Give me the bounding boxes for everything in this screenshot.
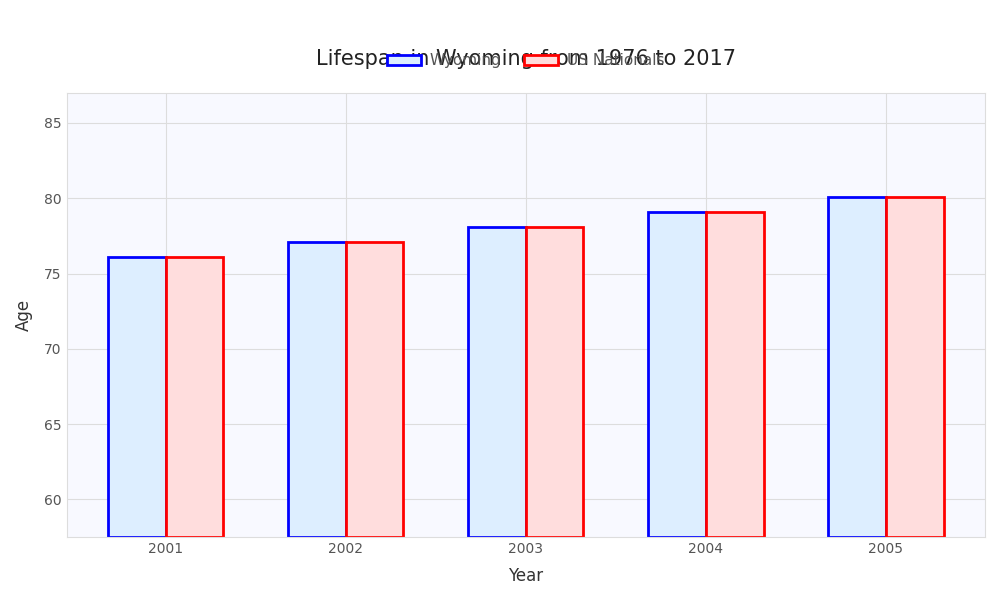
Y-axis label: Age: Age: [15, 299, 33, 331]
Legend: Wyoming, US Nationals: Wyoming, US Nationals: [381, 47, 671, 74]
Bar: [468, 227, 526, 537]
Bar: [706, 212, 764, 537]
Bar: [346, 242, 403, 537]
Bar: [648, 212, 706, 537]
Bar: [108, 257, 166, 537]
Bar: [288, 242, 346, 537]
X-axis label: Year: Year: [508, 567, 543, 585]
Bar: [526, 227, 583, 537]
Title: Lifespan in Wyoming from 1976 to 2017: Lifespan in Wyoming from 1976 to 2017: [316, 49, 736, 69]
Bar: [886, 197, 944, 537]
Bar: [166, 257, 223, 537]
Bar: [828, 197, 886, 537]
